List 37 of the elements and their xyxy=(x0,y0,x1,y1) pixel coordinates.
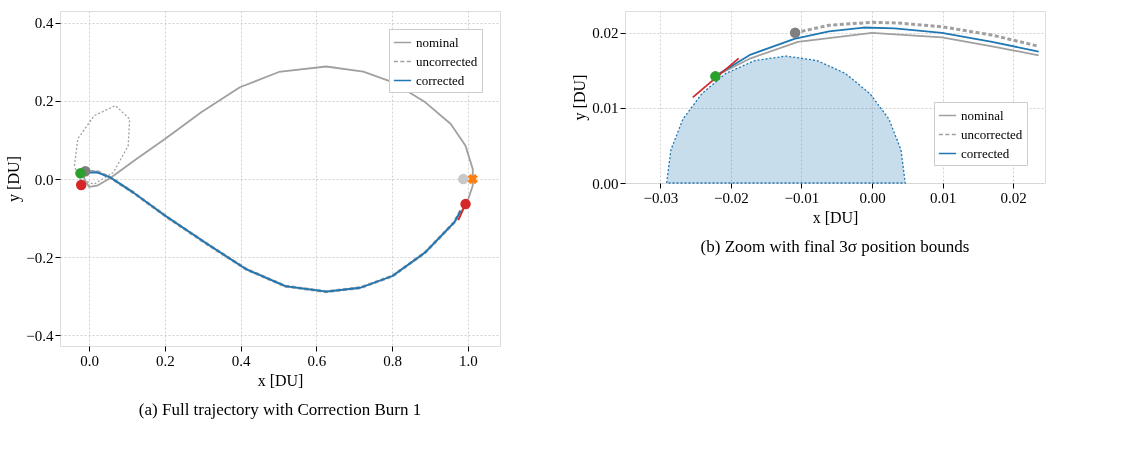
legend-label: uncorrected xyxy=(961,126,1023,142)
x-tick-label: 0.2 xyxy=(156,352,175,369)
legend-label: uncorrected xyxy=(416,53,478,69)
y-tick-label: 0.01 xyxy=(592,100,619,117)
x-tick-label: 0.02 xyxy=(1000,189,1027,206)
x-tick-label: 0.6 xyxy=(307,352,327,369)
x-tick-label: 0.0 xyxy=(80,352,100,369)
y-axis-title: y [DU] xyxy=(5,156,24,202)
x-tick-label: −0.03 xyxy=(643,189,679,206)
y-axis-title: y [DU] xyxy=(571,74,590,121)
x-tick-label: −0.01 xyxy=(784,189,820,206)
text: (b) Zoom with final 3σ position bounds xyxy=(700,237,970,256)
x-tick-label: 0.8 xyxy=(383,352,402,369)
y-tick-label: 0.00 xyxy=(592,175,619,192)
y-tick-label: 0.0 xyxy=(34,171,54,188)
y-tick-label: 0.02 xyxy=(592,25,619,42)
x-tick-label: 0.4 xyxy=(231,352,251,369)
text: (a) Full trajectory with Correction Burn 1 xyxy=(138,400,422,419)
y-tick-label: −0.2 xyxy=(26,249,54,266)
x-tick-label: 0.01 xyxy=(930,189,957,206)
y-tick-label: 0.2 xyxy=(34,93,54,110)
point xyxy=(460,198,471,210)
point xyxy=(458,173,469,185)
point xyxy=(75,179,87,191)
legend-label: nominal xyxy=(416,34,459,50)
legend-label: corrected xyxy=(961,145,1010,161)
x-tick-label: 1.0 xyxy=(458,352,478,369)
legend-label: corrected xyxy=(416,72,465,88)
y-tick-label: −0.4 xyxy=(26,327,54,344)
x-tick-label: 0.00 xyxy=(859,189,886,206)
point xyxy=(75,167,86,179)
y-tick-label: 0.4 xyxy=(34,15,54,32)
x-tick-label: −0.02 xyxy=(714,189,749,206)
legend-label: nominal xyxy=(961,107,1004,123)
x-axis-title: x [DU] xyxy=(812,208,859,226)
point xyxy=(467,173,478,185)
x-axis-title: x [DU] xyxy=(257,371,304,389)
